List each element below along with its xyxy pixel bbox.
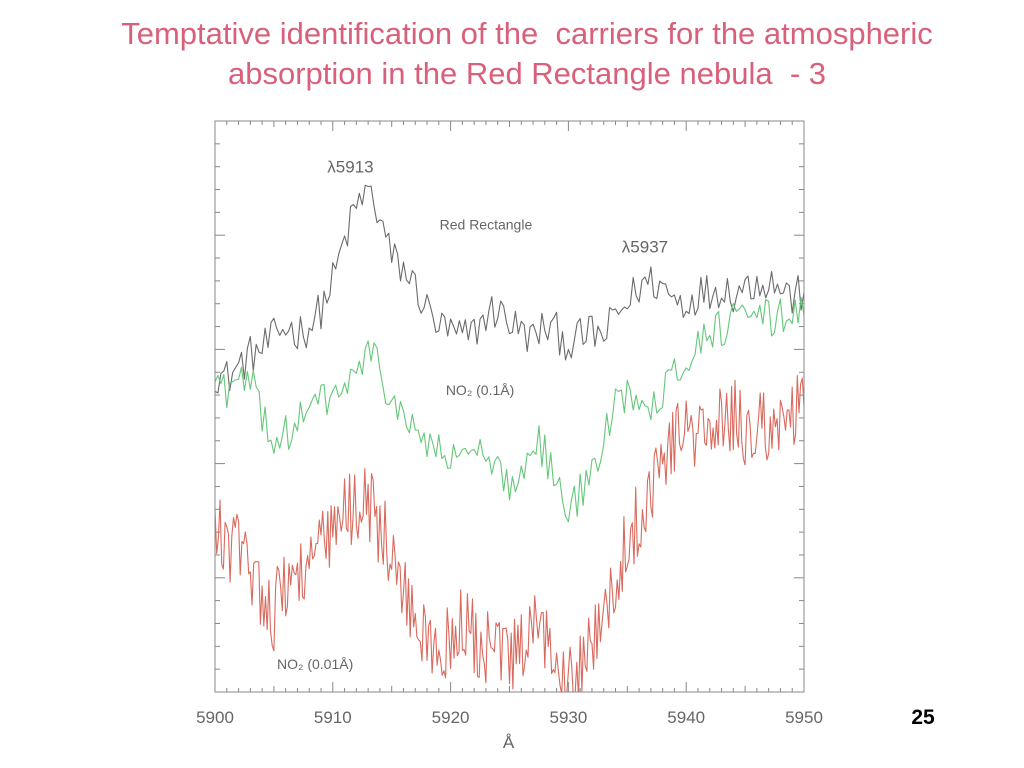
- plot-series: [215, 184, 804, 692]
- annotation-label: λ5913: [327, 157, 373, 176]
- plot-frame: [214, 120, 805, 693]
- x-tick-label: 5950: [785, 708, 823, 727]
- page-number: 25: [911, 706, 935, 729]
- annotation-label: NO₂ (0.1Å): [446, 382, 514, 398]
- slide-title-line-1: Temptative identification of the carrier…: [121, 16, 933, 51]
- x-tick-label: 5920: [432, 708, 470, 727]
- annotation-label: NO₂ (0.01Å): [277, 656, 353, 672]
- annotation-label: Red Rectangle: [440, 216, 533, 232]
- slide-title: Temptative identification of the carrier…: [40, 14, 1014, 94]
- x-tick-label: 5910: [314, 708, 352, 727]
- series-line-0: [215, 184, 804, 394]
- x-tick-label: 5900: [196, 708, 234, 727]
- plot-ticks: [214, 120, 805, 693]
- x-tick-label: 5940: [667, 708, 705, 727]
- x-axis-label: Å: [503, 733, 515, 752]
- slide-title-line-2: absorption in the Red Rectangle nebula -…: [227, 56, 826, 91]
- x-tick-label: 5930: [549, 708, 587, 727]
- annotation-label: λ5937: [622, 237, 668, 256]
- series-line-2: [215, 375, 804, 692]
- series-line-1: [215, 296, 804, 523]
